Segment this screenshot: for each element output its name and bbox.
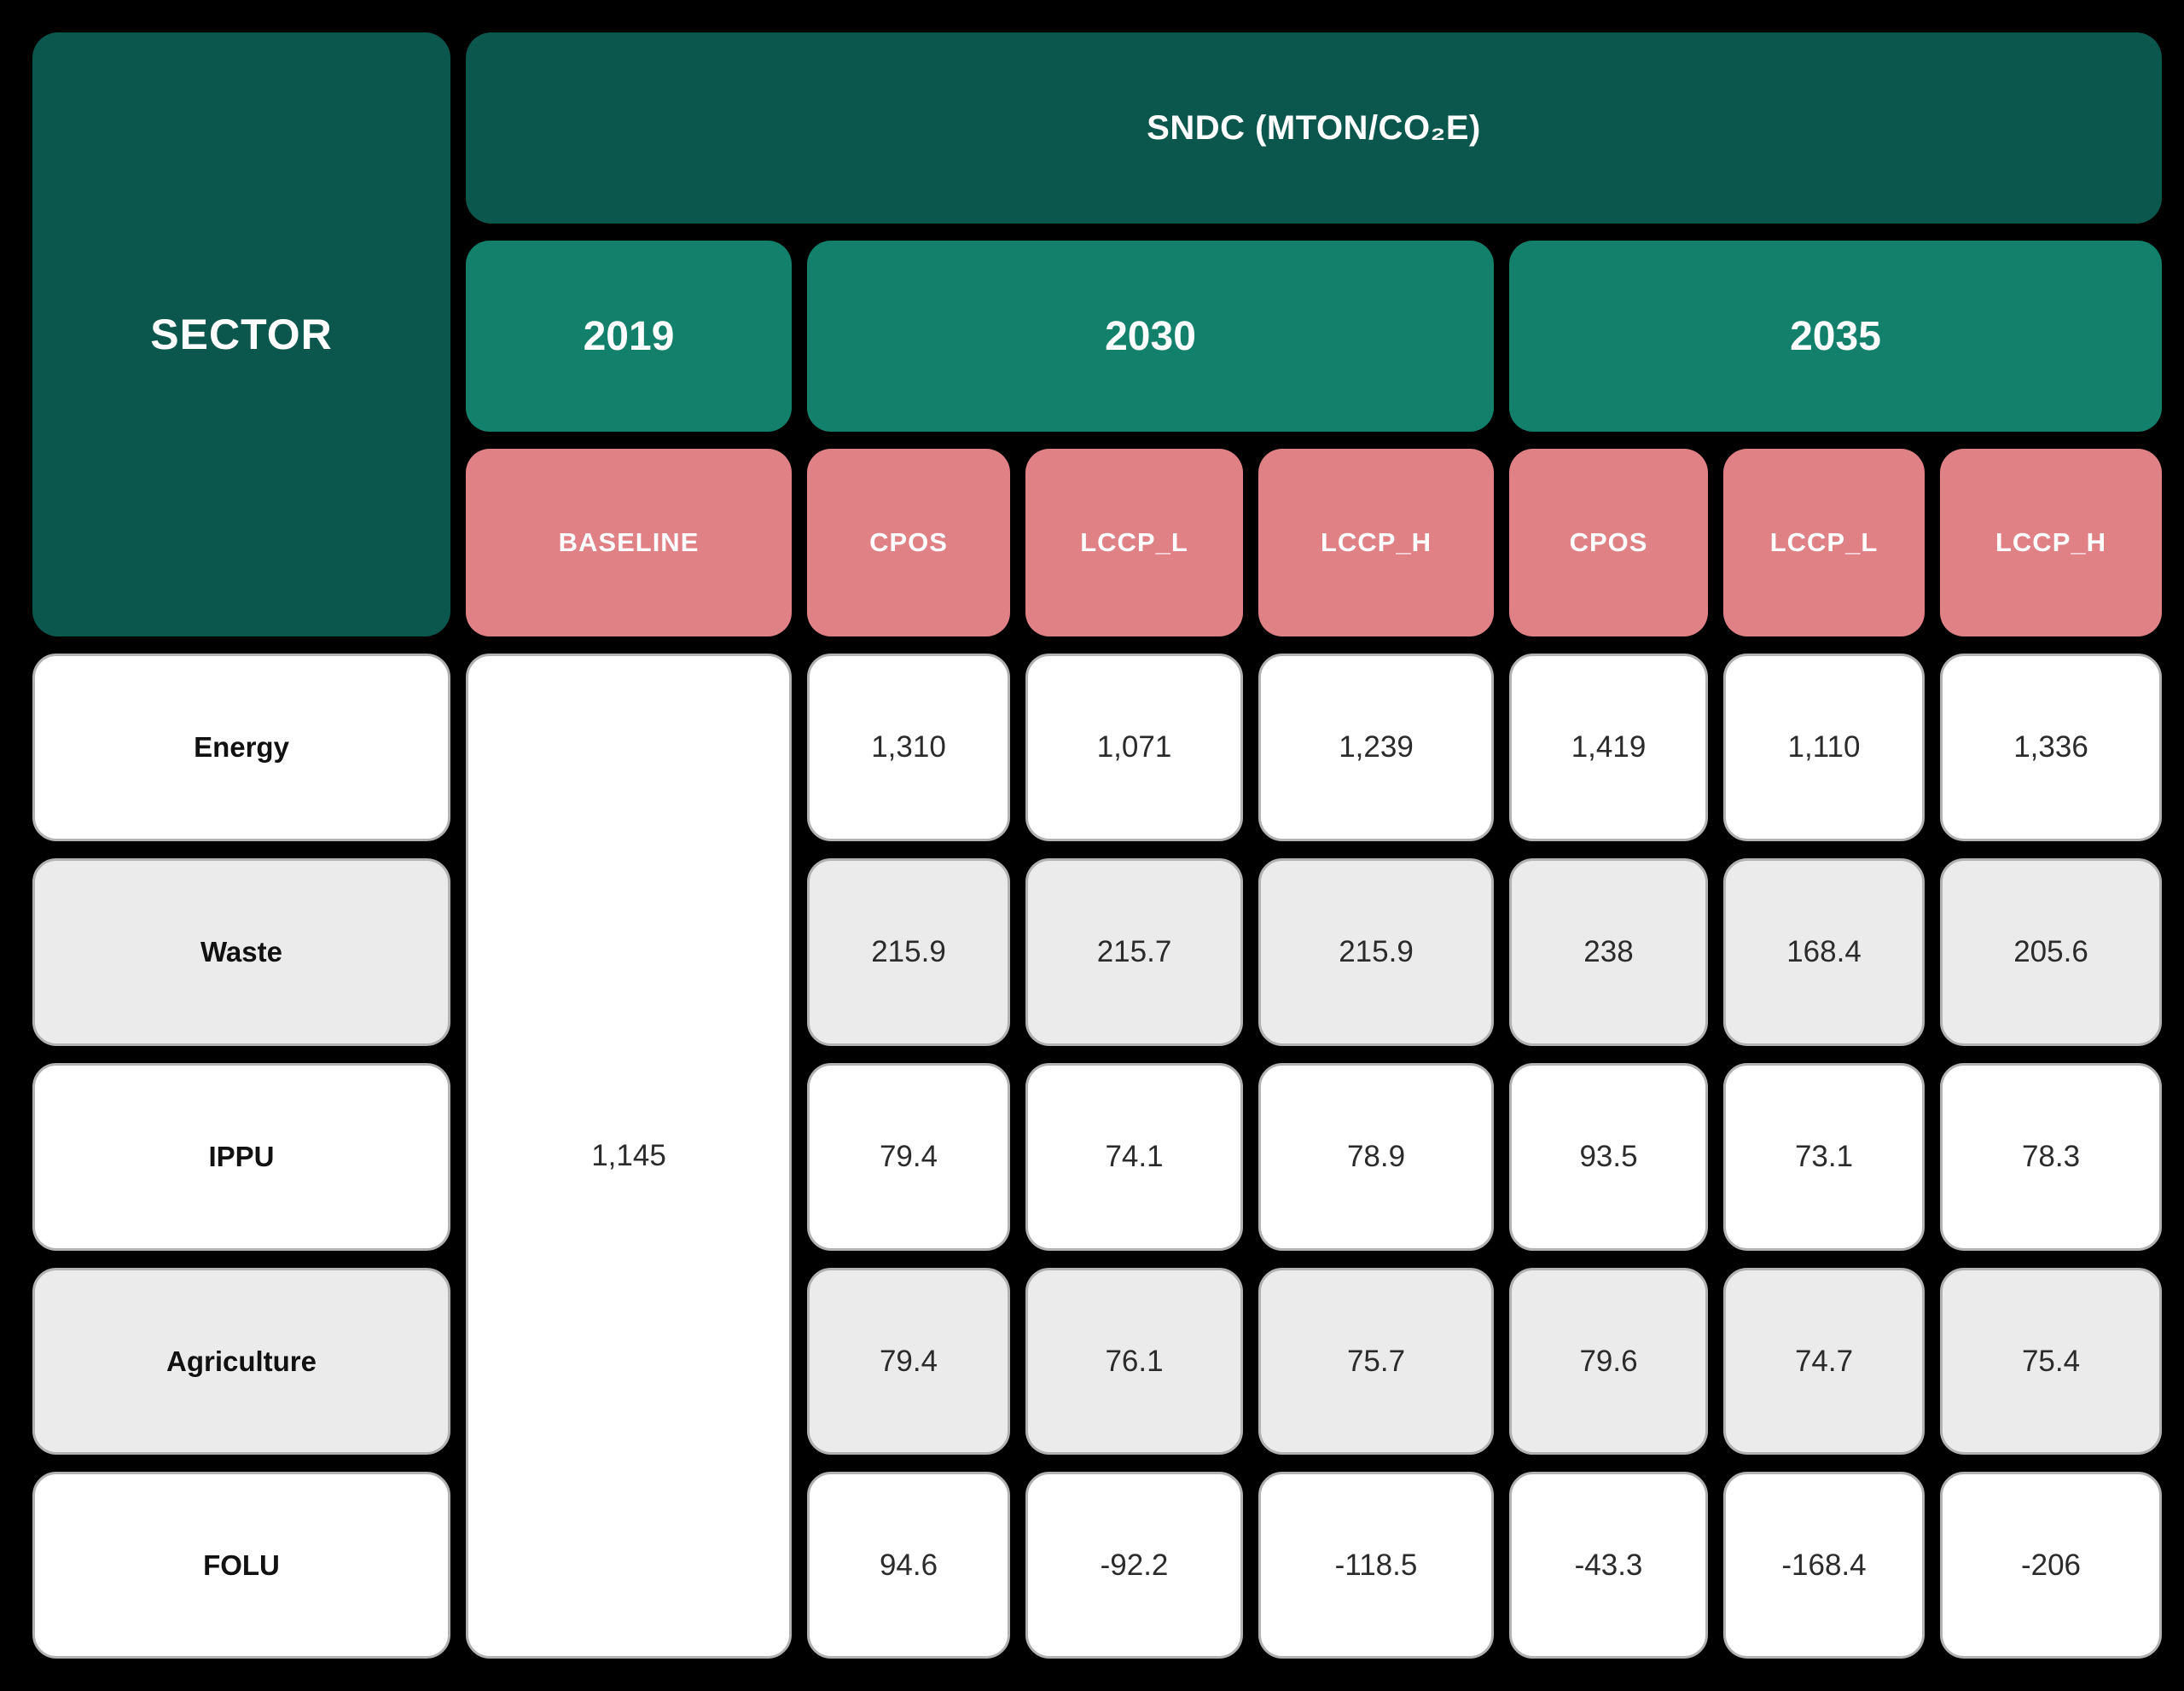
header-scenario-2030-cpos: CPOS — [807, 449, 1010, 636]
cell-agriculture-2035-lccp-l-value: 74.7 — [1794, 1344, 1854, 1378]
sector-label-ippu-text: IPPU — [208, 1141, 275, 1172]
sector-label-energy-text: Energy — [194, 731, 289, 763]
sector-label-folu-text: FOLU — [203, 1549, 280, 1581]
cell-ippu-2030-lccp-h: 78.9 — [1258, 1063, 1494, 1251]
cell-waste-2030-cpos: 215.9 — [807, 858, 1010, 1046]
header-scenario-2035-cpos-label: CPOS — [1569, 527, 1648, 557]
cell-folu-2030-cpos-value: 94.6 — [879, 1548, 938, 1582]
header-scenario-2035-lccp-h-label: LCCP_H — [1995, 527, 2106, 557]
cell-energy-2030-lccp-h: 1,239 — [1258, 654, 1494, 841]
header-year-2030-label: 2030 — [1105, 313, 1196, 359]
cell-waste-2035-cpos: 238 — [1509, 858, 1708, 1046]
cell-energy-2035-cpos: 1,419 — [1509, 654, 1708, 841]
cell-agriculture-2030-cpos-value: 79.4 — [879, 1344, 938, 1378]
header-year-2019-label: 2019 — [583, 313, 675, 359]
cell-energy-2030-lccp-l: 1,071 — [1025, 654, 1243, 841]
cell-folu-2035-cpos: -43.3 — [1509, 1472, 1708, 1659]
header-scenario-2030-lccp-l-label: LCCP_L — [1080, 527, 1188, 557]
header-sector: SECTOR — [32, 32, 450, 636]
cell-energy-2035-lccp-h: 1,336 — [1940, 654, 2162, 841]
header-scenario-2035-lccp-l-label: LCCP_L — [1769, 527, 1879, 557]
header-scenario-2030-lccp-l: LCCP_L — [1025, 449, 1243, 636]
cell-baseline-2019-total-value: 1,145 — [591, 1139, 666, 1172]
cell-waste-2035-lccp-l: 168.4 — [1723, 858, 1925, 1046]
cell-waste-2035-lccp-h: 205.6 — [1940, 858, 2162, 1046]
header-sndc-unit: SNDC (MTON/CO₂E) — [466, 32, 2162, 224]
header-scenario-2030-lccp-h: LCCP_H — [1258, 449, 1494, 636]
cell-agriculture-2030-lccp-l: 76.1 — [1025, 1268, 1243, 1455]
cell-folu-2035-lccp-l: -168.4 — [1723, 1472, 1925, 1659]
cell-energy-2030-cpos-value: 1,310 — [871, 730, 946, 764]
sector-label-waste: Waste — [32, 858, 450, 1046]
cell-energy-2035-cpos-value: 1,419 — [1571, 730, 1647, 764]
header-scenario-baseline: BASELINE — [466, 449, 792, 636]
cell-ippu-2035-lccp-h-value: 78.3 — [2021, 1140, 2081, 1173]
header-sector-label: SECTOR — [150, 311, 333, 358]
header-scenario-2030-lccp-h-label: LCCP_H — [1320, 527, 1432, 557]
cell-waste-2030-cpos-value: 215.9 — [871, 935, 946, 968]
cell-ippu-2030-lccp-l: 74.1 — [1025, 1063, 1243, 1251]
cell-folu-2035-lccp-h: -206 — [1940, 1472, 2162, 1659]
header-sndc-unit-label: SNDC (MTON/CO₂E) — [1147, 108, 1481, 147]
cell-folu-2035-lccp-l-value: -168.4 — [1781, 1548, 1867, 1582]
header-year-2035: 2035 — [1509, 241, 2162, 432]
cell-folu-2030-cpos: 94.6 — [807, 1472, 1010, 1659]
cell-ippu-2035-cpos-value: 93.5 — [1579, 1140, 1638, 1173]
cell-ippu-2035-lccp-l-value: 73.1 — [1794, 1140, 1854, 1173]
cell-energy-2030-cpos: 1,310 — [807, 654, 1010, 841]
cell-waste-2030-lccp-h-value: 215.9 — [1339, 935, 1414, 968]
cell-energy-2030-lccp-l-value: 1,071 — [1096, 730, 1172, 764]
cell-ippu-2035-lccp-l: 73.1 — [1723, 1063, 1925, 1251]
sector-label-ippu: IPPU — [32, 1063, 450, 1251]
sector-label-agriculture: Agriculture — [32, 1268, 450, 1455]
cell-agriculture-2030-lccp-h: 75.7 — [1258, 1268, 1494, 1455]
header-year-2030: 2030 — [807, 241, 1494, 432]
header-scenario-2030-cpos-label: CPOS — [869, 527, 948, 557]
sector-label-agriculture-text: Agriculture — [166, 1345, 317, 1377]
cell-folu-2030-lccp-l: -92.2 — [1025, 1472, 1243, 1659]
cell-energy-2035-lccp-l: 1,110 — [1723, 654, 1925, 841]
cell-agriculture-2030-lccp-h-value: 75.7 — [1346, 1344, 1406, 1378]
header-year-2035-label: 2035 — [1790, 313, 1881, 359]
header-scenario-2035-cpos: CPOS — [1509, 449, 1708, 636]
cell-folu-2035-cpos-value: -43.3 — [1574, 1548, 1643, 1582]
cell-energy-2035-lccp-l-value: 1,110 — [1787, 730, 1861, 764]
cell-baseline-2019-total: 1,145 — [466, 654, 792, 1659]
header-year-2019: 2019 — [466, 241, 792, 432]
sector-label-waste-text: Waste — [200, 936, 282, 968]
cell-folu-2030-lccp-h-value: -118.5 — [1334, 1548, 1418, 1582]
cell-agriculture-2035-lccp-h-value: 75.4 — [2021, 1344, 2081, 1378]
cell-ippu-2030-lccp-h-value: 78.9 — [1346, 1140, 1406, 1173]
cell-ippu-2030-lccp-l-value: 74.1 — [1105, 1140, 1164, 1173]
cell-waste-2030-lccp-l-value: 215.7 — [1096, 935, 1172, 968]
cell-agriculture-2030-cpos: 79.4 — [807, 1268, 1010, 1455]
cell-energy-2030-lccp-h-value: 1,239 — [1339, 730, 1414, 764]
cell-agriculture-2035-lccp-h: 75.4 — [1940, 1268, 2162, 1455]
sector-label-folu: FOLU — [32, 1472, 450, 1659]
cell-folu-2035-lccp-h-value: -206 — [2020, 1548, 2082, 1582]
cell-ippu-2035-lccp-h: 78.3 — [1940, 1063, 2162, 1251]
cell-agriculture-2035-lccp-l: 74.7 — [1723, 1268, 1925, 1455]
header-scenario-2035-lccp-l: LCCP_L — [1723, 449, 1925, 636]
cell-ippu-2035-cpos: 93.5 — [1509, 1063, 1708, 1251]
cell-waste-2035-lccp-l-value: 168.4 — [1786, 935, 1862, 968]
cell-waste-2030-lccp-l: 215.7 — [1025, 858, 1243, 1046]
cell-waste-2030-lccp-h: 215.9 — [1258, 858, 1494, 1046]
cell-folu-2030-lccp-h: -118.5 — [1258, 1472, 1494, 1659]
cell-ippu-2030-cpos: 79.4 — [807, 1063, 1010, 1251]
header-scenario-2035-lccp-h: LCCP_H — [1940, 449, 2162, 636]
cell-ippu-2030-cpos-value: 79.4 — [879, 1140, 938, 1173]
cell-waste-2035-lccp-h-value: 205.6 — [2013, 935, 2088, 968]
cell-agriculture-2035-cpos: 79.6 — [1509, 1268, 1708, 1455]
cell-waste-2035-cpos-value: 238 — [1583, 935, 1634, 968]
cell-energy-2035-lccp-h-value: 1,336 — [2013, 730, 2088, 764]
header-scenario-baseline-label: BASELINE — [558, 527, 700, 557]
sector-label-energy: Energy — [32, 654, 450, 841]
cell-agriculture-2035-cpos-value: 79.6 — [1579, 1344, 1638, 1378]
cell-folu-2030-lccp-l-value: -92.2 — [1100, 1548, 1169, 1582]
cell-agriculture-2030-lccp-l-value: 76.1 — [1105, 1344, 1164, 1378]
